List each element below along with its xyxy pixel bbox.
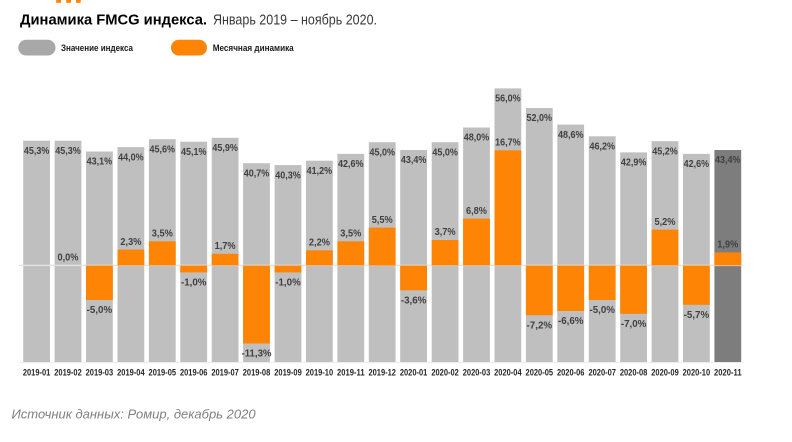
svg-text:43,1%: 43,1%: [87, 157, 113, 168]
svg-text:2020-08: 2020-08: [620, 367, 648, 378]
svg-text:2019-03: 2019-03: [86, 367, 114, 378]
svg-text:-7,0%: -7,0%: [621, 319, 647, 330]
svg-text:2019-12: 2019-12: [368, 367, 396, 378]
svg-text:Январь 2019 – ноябрь 2020.: Январь 2019 – ноябрь 2020.: [213, 12, 377, 29]
svg-text:3,7%: 3,7%: [435, 227, 456, 238]
svg-text:2,3%: 2,3%: [120, 237, 141, 248]
svg-text:52,0%: 52,0%: [527, 113, 553, 124]
svg-text:5,2%: 5,2%: [655, 217, 676, 228]
svg-text:Значение индекса: Значение индекса: [61, 43, 134, 54]
svg-text:2019-11: 2019-11: [337, 367, 365, 378]
svg-text:2020-07: 2020-07: [588, 367, 616, 378]
svg-text:-3,6%: -3,6%: [401, 296, 427, 307]
svg-text:45,6%: 45,6%: [150, 144, 176, 155]
svg-text:-6,6%: -6,6%: [558, 316, 584, 327]
svg-text:-7,2%: -7,2%: [527, 320, 553, 331]
svg-text:2019-06: 2019-06: [180, 367, 208, 378]
svg-text:2020-06: 2020-06: [557, 367, 585, 378]
svg-text:2020-10: 2020-10: [683, 367, 711, 378]
svg-text:2020-05: 2020-05: [526, 367, 554, 378]
svg-text:1,7%: 1,7%: [215, 241, 236, 252]
svg-text:43,4%: 43,4%: [715, 155, 741, 166]
svg-text:45,1%: 45,1%: [181, 147, 207, 158]
svg-text:2019-07: 2019-07: [211, 367, 239, 378]
svg-text:-1,0%: -1,0%: [181, 278, 207, 289]
svg-text:Источник данных: Ромир, декабр: Источник данных: Ромир, декабрь 2020: [12, 407, 257, 422]
svg-text:2,2%: 2,2%: [309, 238, 330, 249]
svg-text:-5,0%: -5,0%: [589, 305, 615, 316]
svg-text:45,0%: 45,0%: [369, 147, 395, 158]
svg-text:Месячная динамика: Месячная динамика: [213, 43, 295, 54]
svg-text:44,0%: 44,0%: [118, 152, 144, 163]
svg-text:5,5%: 5,5%: [372, 215, 393, 226]
svg-text:2020-01: 2020-01: [400, 367, 428, 378]
svg-text:2020-03: 2020-03: [463, 367, 491, 378]
svg-text:45,0%: 45,0%: [432, 147, 458, 158]
svg-text:2020-02: 2020-02: [431, 367, 459, 378]
svg-text:1,9%: 1,9%: [717, 240, 738, 251]
svg-text:2019-09: 2019-09: [274, 367, 302, 378]
svg-text:45,3%: 45,3%: [55, 146, 81, 157]
svg-text:46,2%: 46,2%: [589, 142, 615, 153]
svg-text:48,0%: 48,0%: [464, 133, 490, 144]
svg-text:2019-01: 2019-01: [23, 367, 51, 378]
svg-text:2019-05: 2019-05: [149, 367, 177, 378]
svg-text:48,6%: 48,6%: [558, 130, 584, 141]
svg-text:42,9%: 42,9%: [621, 158, 647, 169]
svg-text:2019-04: 2019-04: [117, 367, 145, 378]
svg-text:40,7%: 40,7%: [244, 168, 270, 179]
svg-text:6,8%: 6,8%: [466, 206, 487, 217]
svg-text:0,0%: 0,0%: [58, 253, 79, 264]
svg-text:16,7%: 16,7%: [495, 138, 521, 149]
svg-text:-1,0%: -1,0%: [275, 278, 301, 289]
svg-text:2019-08: 2019-08: [243, 367, 271, 378]
svg-text:41,2%: 41,2%: [307, 166, 333, 177]
svg-text:2020-04: 2020-04: [494, 367, 522, 378]
svg-text:42,6%: 42,6%: [338, 159, 364, 170]
svg-text:43,4%: 43,4%: [401, 155, 427, 166]
svg-text:3,5%: 3,5%: [340, 229, 361, 240]
svg-text:45,9%: 45,9%: [212, 143, 238, 154]
svg-text:40,3%: 40,3%: [275, 170, 301, 181]
svg-text:2020-09: 2020-09: [651, 367, 679, 378]
svg-text:2020-11: 2020-11: [714, 367, 742, 378]
svg-text:45,3%: 45,3%: [24, 146, 50, 157]
svg-text:-11,3%: -11,3%: [242, 349, 272, 360]
svg-text:2019-02: 2019-02: [54, 367, 82, 378]
svg-text:42,6%: 42,6%: [684, 159, 710, 170]
svg-text:56,0%: 56,0%: [495, 94, 521, 105]
svg-text:2019-10: 2019-10: [306, 367, 334, 378]
svg-text:-5,7%: -5,7%: [684, 310, 710, 321]
svg-text:Динамика FMCG индекса.: Динамика FMCG индекса.: [20, 12, 207, 29]
svg-text:3,5%: 3,5%: [152, 229, 173, 240]
svg-text:-5,0%: -5,0%: [87, 305, 113, 316]
svg-text:45,2%: 45,2%: [652, 146, 678, 157]
